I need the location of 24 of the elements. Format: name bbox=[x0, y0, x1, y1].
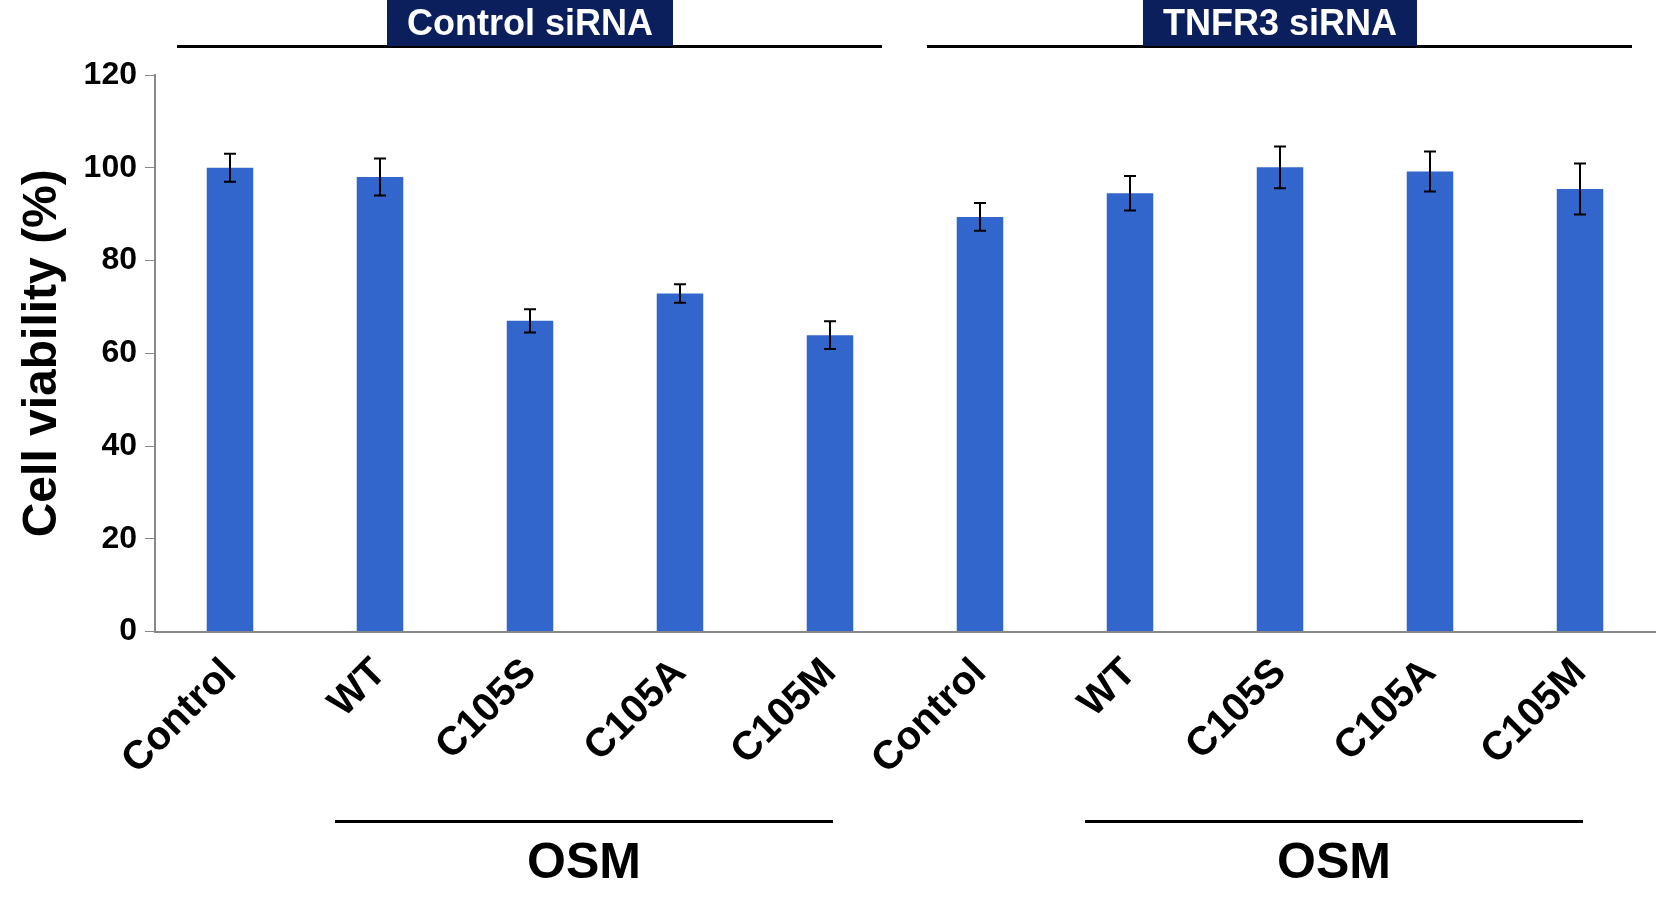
y-tick-label: 0 bbox=[119, 611, 137, 648]
y-tick-label: 80 bbox=[101, 240, 137, 277]
bar bbox=[206, 167, 254, 632]
y-tick-label: 120 bbox=[83, 54, 137, 91]
y-tick-label: 60 bbox=[101, 333, 137, 370]
text: OSM bbox=[1277, 832, 1391, 890]
bar bbox=[1406, 171, 1454, 632]
text: OSM bbox=[527, 832, 641, 890]
text: Control siRNA bbox=[386, 0, 673, 46]
bar bbox=[356, 177, 404, 632]
x-tick-label: WT bbox=[1068, 648, 1144, 724]
y-tick-label: 40 bbox=[101, 425, 137, 462]
bar bbox=[1556, 189, 1604, 632]
bar bbox=[1256, 167, 1304, 632]
bar bbox=[806, 335, 854, 632]
bar bbox=[656, 293, 704, 632]
bar bbox=[1106, 193, 1154, 632]
bar bbox=[956, 216, 1004, 632]
bar bbox=[506, 320, 554, 632]
y-axis-title: Cell viability (%) bbox=[13, 169, 67, 538]
y-tick-label: 20 bbox=[101, 518, 137, 555]
text: TNFR3 siRNA bbox=[1142, 0, 1417, 46]
x-tick-label: WT bbox=[318, 648, 394, 724]
y-tick-label: 100 bbox=[83, 147, 137, 184]
